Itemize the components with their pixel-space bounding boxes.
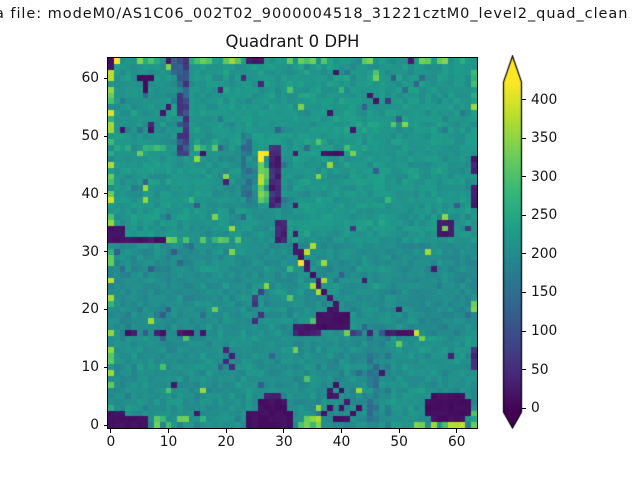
y-tick-mark	[103, 424, 107, 426]
figure-suptitle: a file: modeM0/AS1C06_002T02_9000004518_…	[0, 6, 629, 22]
x-tick-mark	[168, 429, 170, 433]
colorbar-tick-mark	[522, 99, 526, 101]
y-tick-label: 20	[81, 301, 99, 318]
colorbar-tick-label: 0	[531, 400, 540, 417]
colorbar-tick-mark	[522, 214, 526, 216]
x-tick-mark	[398, 429, 400, 433]
colorbar-tick-mark	[522, 369, 526, 371]
x-tick-label: 30	[275, 434, 293, 450]
heatmap-axes	[107, 57, 478, 429]
y-tick-label: 0	[90, 417, 99, 434]
y-tick-label: 50	[81, 128, 99, 145]
colorbar-tick-label: 250	[531, 207, 558, 224]
x-tick-label: 20	[217, 434, 235, 450]
x-tick-mark	[110, 429, 112, 433]
x-tick-label: 40	[332, 434, 351, 450]
colorbar-tick-mark	[522, 407, 526, 409]
heatmap-canvas	[108, 58, 477, 428]
colorbar-tick-label: 200	[531, 245, 558, 262]
x-tick-mark	[225, 429, 227, 433]
colorbar-tick-mark	[522, 330, 526, 332]
x-tick-label: 0	[106, 434, 116, 450]
colorbar-tick-mark	[522, 291, 526, 293]
y-tick-label: 10	[81, 359, 99, 376]
x-tick-mark	[456, 429, 458, 433]
y-tick-mark	[103, 135, 107, 137]
y-tick-mark	[103, 308, 107, 310]
colorbar-tick-label: 100	[531, 323, 558, 340]
y-tick-label: 60	[81, 70, 99, 87]
colorbar-tick-label: 350	[531, 130, 558, 147]
y-tick-mark	[103, 251, 107, 253]
x-tick-label: 50	[390, 434, 408, 450]
colorbar-tick-label: 150	[531, 284, 558, 301]
colorbar-tick-label: 50	[531, 361, 549, 378]
colorbar-tick-mark	[522, 176, 526, 178]
y-tick-label: 30	[81, 243, 99, 260]
colorbar-tick-mark	[522, 137, 526, 139]
colorbar-tick-label: 300	[531, 168, 558, 185]
y-tick-mark	[103, 77, 107, 79]
plot-title: Quadrant 0 DPH	[225, 32, 360, 51]
x-tick-label: 60	[448, 434, 466, 450]
x-tick-mark	[341, 429, 342, 433]
y-tick-mark	[103, 193, 107, 195]
y-tick-label: 40	[81, 185, 99, 202]
y-tick-mark	[103, 366, 107, 368]
x-tick-mark	[283, 429, 285, 433]
colorbar-tick-label: 400	[531, 91, 558, 108]
colorbar-canvas	[502, 55, 523, 429]
colorbar-tick-mark	[522, 253, 526, 255]
x-tick-label: 10	[159, 434, 178, 450]
